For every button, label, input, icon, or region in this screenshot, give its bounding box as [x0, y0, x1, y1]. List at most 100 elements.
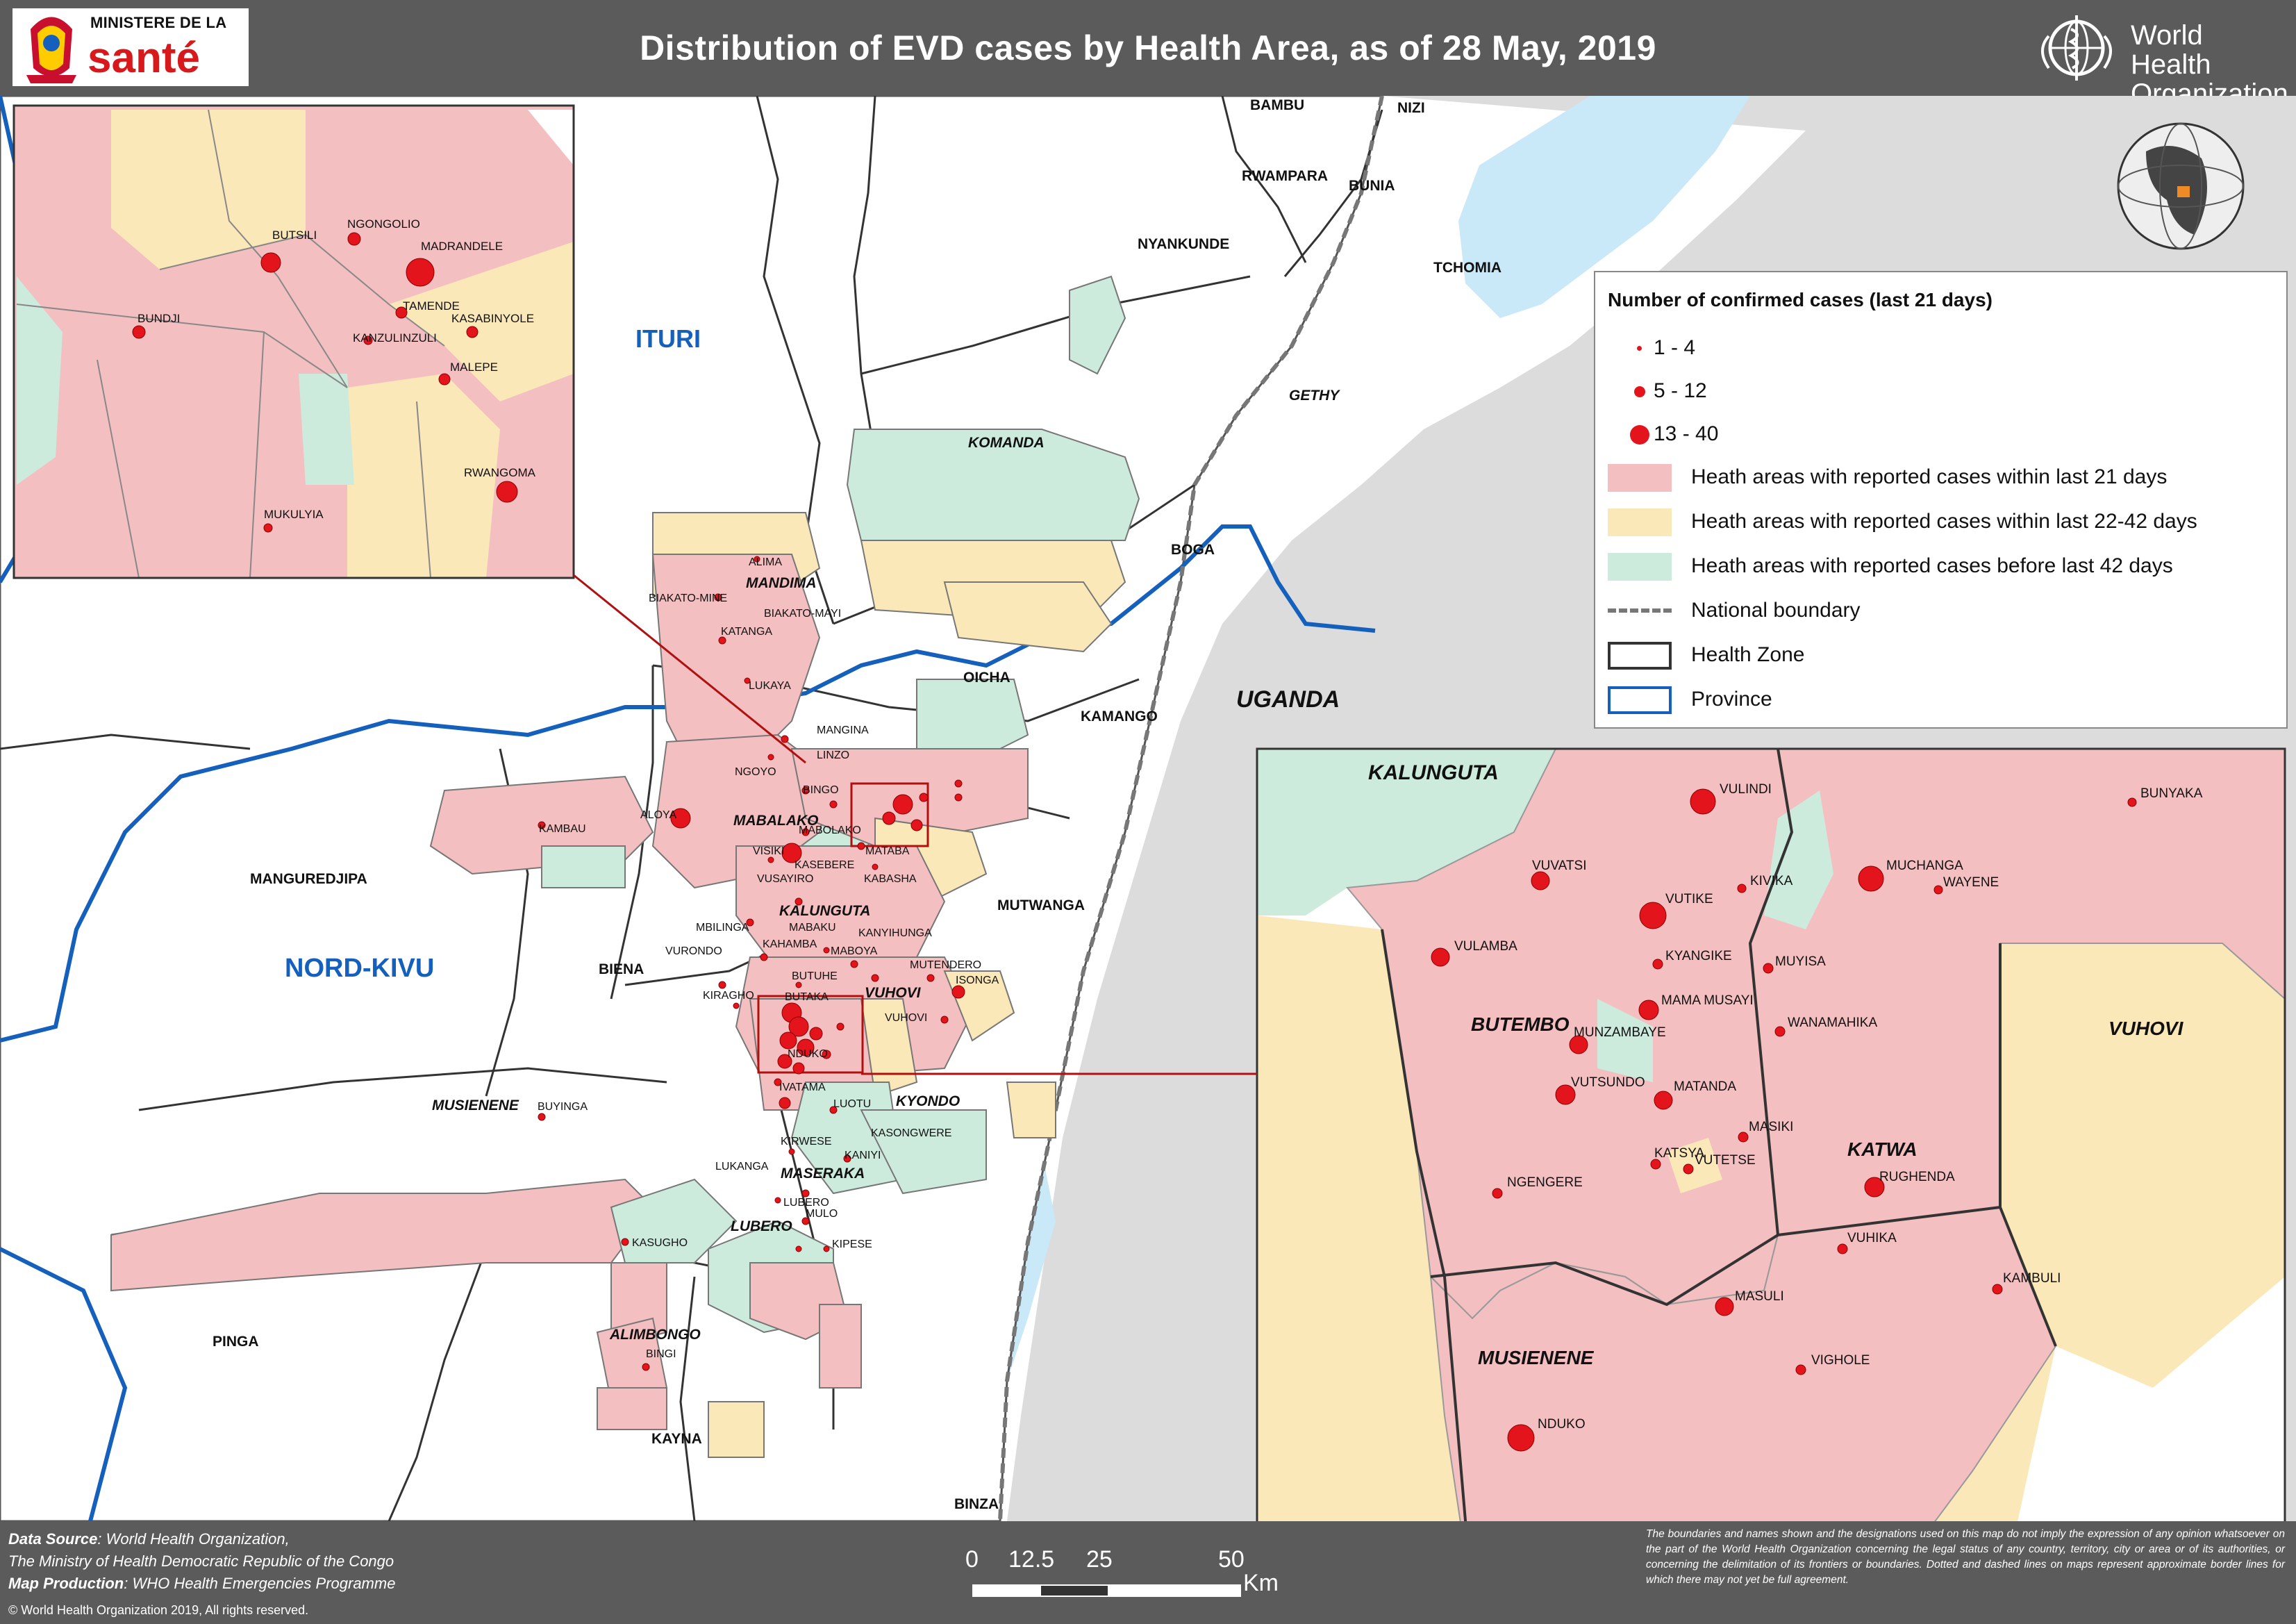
ministry-logo: MINISTERE DE LA santé — [13, 8, 249, 86]
large-dot-icon — [1630, 425, 1649, 445]
zone-label: NYANKUNDE — [1138, 236, 1229, 252]
area-label: KIRAGHO — [703, 990, 754, 1002]
area-label: VULAMBA — [1454, 939, 1517, 954]
scale-tick-label: 25 — [1086, 1546, 1113, 1573]
map-area: ITURI NORD-KIVU UGANDA BAMBU NIZI RWAMPA… — [0, 94, 2296, 1603]
area-label: BINGO — [803, 784, 839, 796]
legend-label: Heath areas with reported cases within l… — [1691, 510, 2197, 533]
area-label: KANYIHUNGA — [858, 927, 932, 939]
health-area-labels: ALIMA BIAKATO-MINE BIAKATO-MAYI KATANGA … — [538, 556, 999, 1360]
area-label: KIPESE — [832, 1238, 872, 1250]
area-label: LUBERO — [783, 1197, 829, 1209]
area-label: KYANGIKE — [1665, 949, 1732, 963]
zone-label: BUNIA — [1349, 178, 1395, 194]
area-label: NDUKO — [788, 1048, 828, 1060]
area-label: LUOTU — [833, 1098, 871, 1110]
zone-label: VUHOVI — [865, 985, 922, 1001]
area-label: NGOYO — [735, 766, 776, 778]
area-label: MUCHANGA — [1886, 859, 1963, 873]
area-label: MABOYA — [831, 945, 878, 957]
scale-tick-label: 12.5 — [1008, 1546, 1055, 1573]
zone-label: MUSIENENE — [432, 1097, 519, 1113]
area-label: KANIYI — [845, 1150, 881, 1161]
legend-label: 1 - 4 — [1654, 336, 1696, 359]
area-label: MABOLAKO — [799, 825, 861, 836]
zone-label: VUHOVI — [2108, 1018, 2184, 1039]
who-name-line1: World Health — [2131, 20, 2211, 80]
inset-right-marker — [757, 995, 864, 1074]
area-label: MAMA MUSAYI — [1661, 993, 1754, 1008]
legend-title: Number of confirmed cases (last 21 days) — [1608, 289, 1993, 310]
area-label: VURONDO — [665, 945, 722, 957]
scale-unit: Km — [1243, 1570, 1279, 1596]
recent-swatch — [1608, 464, 1672, 492]
zone-label: KAYNA — [651, 1431, 702, 1447]
area-label: MADRANDELE — [421, 240, 503, 253]
area-label: MASULI — [1735, 1289, 1784, 1304]
footer-bar: Data Source: World Health Organization, … — [0, 1521, 2296, 1624]
legend-item-recent: Heath areas with reported cases within l… — [1595, 460, 2286, 495]
area-label: KABASHA — [864, 873, 917, 885]
zone-label: KALUNGUTA — [779, 903, 870, 919]
inset-top-connector — [573, 574, 806, 764]
zone-label: ALIMBONGO — [609, 1327, 701, 1343]
scale-labels: 0 12.5 25 50 — [958, 1546, 1320, 1574]
zone-label: BAMBU — [1250, 97, 1304, 113]
data-source: Data Source: World Health Organization, … — [8, 1528, 395, 1595]
area-label: KASEBERE — [795, 859, 854, 871]
area-label: ISONGA — [956, 975, 999, 986]
area-label: BUTUHE — [792, 970, 838, 982]
old-swatch — [1608, 553, 1672, 581]
area-label: BIAKATO-MAYI — [764, 608, 841, 620]
ministry-name-line1: MINISTERE DE LA — [90, 14, 227, 31]
province-label-ituri: ITURI — [635, 324, 701, 353]
area-label: LINZO — [817, 749, 849, 761]
zone-label: MABALAKO — [733, 813, 818, 829]
legend-item-small-dot: 1 - 4 — [1595, 331, 2286, 365]
ministry-emblem-icon — [26, 17, 76, 83]
disclaimer: The boundaries and names shown and the d… — [1646, 1528, 2285, 1586]
health-zone-swatch — [1608, 642, 1672, 670]
lake-albert — [1458, 96, 1750, 318]
area-label: BUNDJI — [138, 312, 180, 325]
area-label: BUNYAKA — [2140, 786, 2203, 801]
inset-top-marker — [850, 782, 929, 847]
area-label: LUKANGA — [715, 1161, 769, 1173]
inset-top-left — [13, 104, 575, 579]
scale-tick-label: 0 — [965, 1546, 979, 1573]
zone-label: GETHY — [1289, 388, 1340, 404]
area-label: KASUGHO — [632, 1237, 688, 1249]
area-label: MALEPE — [450, 361, 498, 374]
area-label: VUHIKA — [1847, 1231, 1897, 1245]
area-label: VISIKI — [753, 845, 784, 857]
area-label: VUTIKE — [1665, 892, 1713, 906]
zone-label: PINGA — [213, 1334, 259, 1350]
province-boundary-south — [0, 1247, 128, 1522]
ministry-name-line2: santé — [88, 34, 200, 82]
area-label: KATANGA — [721, 626, 772, 638]
medium-dot-icon — [1634, 386, 1645, 397]
legend-item-old: Heath areas with reported cases before l… — [1595, 549, 2286, 583]
area-label: VUHOVI — [885, 1012, 927, 1024]
zone-label: OICHA — [963, 670, 1010, 686]
legend-label: 5 - 12 — [1654, 379, 1707, 402]
area-label: MBILINGA — [696, 922, 749, 934]
area-label: VUTSUNDO — [1571, 1075, 1645, 1090]
small-dot-icon — [1637, 346, 1642, 351]
mid-swatch — [1608, 508, 1672, 536]
area-label: MABAKU — [789, 922, 836, 934]
legend-item-province: Province — [1595, 682, 2286, 717]
area-label: KIVIKA — [1750, 874, 1793, 888]
area-label: KIRWESE — [781, 1136, 832, 1147]
who-logo: World Health Organization — [2028, 8, 2288, 108]
area-label: VUSAYIRO — [757, 873, 814, 885]
legend-item-medium-dot: 5 - 12 — [1595, 374, 2286, 408]
zone-label: KAMANGO — [1081, 709, 1158, 724]
inset-right — [1256, 747, 2286, 1603]
legend-item-large-dot: 13 - 40 — [1595, 417, 2286, 451]
scale-tick-label: 50 — [1218, 1546, 1245, 1573]
legend-label: Health Zone — [1691, 643, 1805, 666]
area-label: KAMBULI — [2003, 1271, 2061, 1286]
source-label: Data Source — [8, 1530, 98, 1548]
legend-label: National boundary — [1691, 599, 1861, 622]
